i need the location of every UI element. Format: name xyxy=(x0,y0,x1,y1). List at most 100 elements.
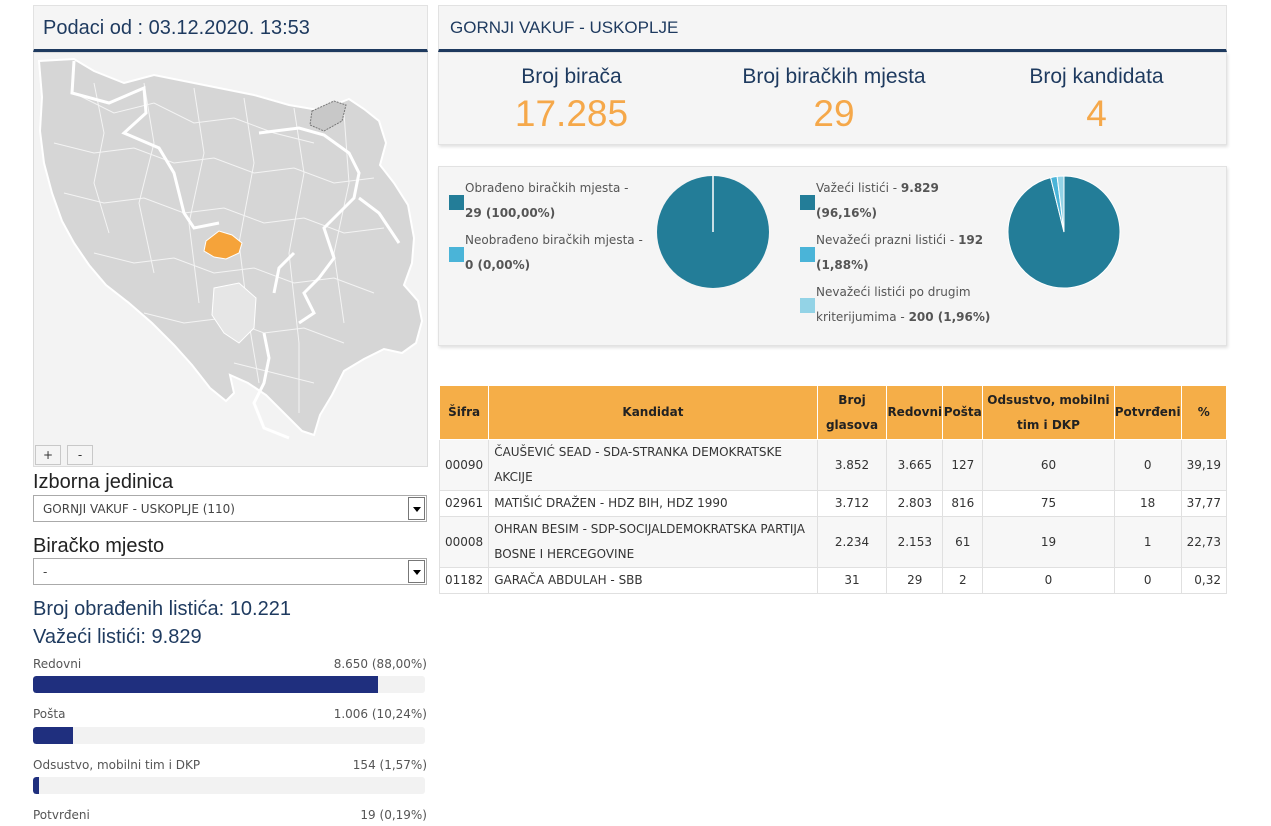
selected-municipality-shape[interactable] xyxy=(203,230,243,260)
summary-value: 29 xyxy=(813,93,855,134)
cell-glasova: 2.234 xyxy=(816,516,888,568)
izborna-jedinica-label: Izborna jedinica xyxy=(33,471,174,493)
legend-percent: (96,16%) xyxy=(816,206,877,220)
legend-value: 200 (1,96%) xyxy=(908,310,991,324)
legend-swatch xyxy=(800,195,815,210)
legend-value: 29 (100,00%) xyxy=(465,206,556,220)
legend-swatch xyxy=(449,247,464,262)
summary-candidates: Broj kandidata 4 xyxy=(1004,65,1189,135)
th-odsustvo[interactable]: Odsustvo, mobilni tim i DKP xyxy=(982,385,1115,440)
region-south-shape xyxy=(211,282,257,344)
bar-name: Odsustvo, mobilni tim i DKP xyxy=(33,758,201,772)
izborna-jedinica-value: GORNJI VAKUF - USKOPLJE (110) xyxy=(43,502,235,516)
candidates-table: Šifra Kandidat Broj glasova Redovni Pošt… xyxy=(438,385,1228,594)
cell-odsustvo: 60 xyxy=(982,439,1115,491)
bar-label-potvrdjeni: Potvrđeni 19 (0,19%) xyxy=(33,808,427,822)
cell-odsustvo: 75 xyxy=(982,490,1115,517)
legend-value: 192 xyxy=(958,233,984,247)
legend-swatch xyxy=(449,195,464,210)
th-sifra[interactable]: Šifra xyxy=(438,385,490,440)
zoom-in-button[interactable]: + xyxy=(35,445,61,465)
table-row: 01182 GARAČA ABDULAH - SBB 31 29 2 0 0 0… xyxy=(438,567,1228,594)
summary-title: Broj biračkih mjesta xyxy=(742,65,926,88)
bar-posta xyxy=(33,727,425,744)
cell-sifra: 00008 xyxy=(438,516,490,568)
cell-redovni: 2.803 xyxy=(886,490,944,517)
th-posta[interactable]: Pošta xyxy=(942,385,984,440)
biracko-mjesto-select[interactable]: - xyxy=(33,558,427,585)
th-percent[interactable]: % xyxy=(1180,385,1228,440)
legend-invalid-other: Nevažeći listići po drugim kriterijumima… xyxy=(816,280,1016,330)
legend-text: Neobrađeno biračkih mjesta - xyxy=(465,233,643,247)
cell-redovni: 2.153 xyxy=(886,516,944,568)
cell-posta: 816 xyxy=(942,490,984,517)
cell-glasova: 3.712 xyxy=(816,490,888,517)
bar-value: 1.006 (10,24%) xyxy=(333,707,427,721)
cell-odsustvo: 0 xyxy=(982,567,1115,594)
bar-fill-odsustvo xyxy=(33,777,40,794)
legend-text-2: kriterijumima - xyxy=(816,310,905,324)
bar-value: 154 (1,57%) xyxy=(352,758,427,772)
cell-potvrdjeni: 0 xyxy=(1113,567,1182,594)
bar-odsustvo xyxy=(33,777,425,794)
legend-processed: Obrađeno biračkih mjesta - 29 (100,00%) xyxy=(465,176,655,226)
dropdown-arrow-icon[interactable] xyxy=(408,497,425,520)
bar-value: 19 (0,19%) xyxy=(360,808,427,822)
legend-valid: Važeći listići - 9.829 (96,16%) xyxy=(816,176,1016,226)
summary-value: 17.285 xyxy=(514,93,629,134)
bar-fill-redovni xyxy=(33,676,378,693)
th-redovni[interactable]: Redovni xyxy=(886,385,944,440)
legend-percent: (1,88%) xyxy=(816,258,869,272)
cell-kandidat: MATIŠIĆ DRAŽEN - HDZ BIH, HDZ 1990 xyxy=(488,490,818,517)
brcko-district-shape xyxy=(309,100,347,132)
bar-label-redovni: Redovni 8.650 (88,00%) xyxy=(33,657,427,671)
cell-sifra: 01182 xyxy=(438,567,490,594)
legend-text: Obrađeno biračkih mjesta - xyxy=(465,181,629,195)
pie-charts-panel: Obrađeno biračkih mjesta - 29 (100,00%) … xyxy=(438,166,1227,346)
pie2-slice-2 xyxy=(1056,175,1065,233)
dropdown-arrow-icon[interactable] xyxy=(408,560,425,583)
summary-voters: Broj birača 17.285 xyxy=(469,65,674,135)
cell-kandidat: OHRAN BESIM - SDP-SOCIJALDEMOKRATSKA PAR… xyxy=(488,516,818,568)
biracko-mjesto-value: - xyxy=(43,565,48,579)
legend-invalid-blank: Nevažeći prazni listići - 192 (1,88%) xyxy=(816,228,1016,278)
bar-value: 8.650 (88,00%) xyxy=(333,657,427,671)
cell-glasova: 3.852 xyxy=(816,439,888,491)
izborna-jedinica-select[interactable]: GORNJI VAKUF - USKOPLJE (110) xyxy=(33,495,427,522)
summary-polling-stations: Broj biračkih mjesta 29 xyxy=(724,65,944,135)
cell-potvrdjeni: 1 xyxy=(1113,516,1182,568)
cell-kandidat: GARAČA ABDULAH - SBB xyxy=(488,567,818,594)
cell-potvrdjeni: 18 xyxy=(1113,490,1182,517)
th-kandidat[interactable]: Kandidat xyxy=(488,385,818,440)
bar-name: Redovni xyxy=(33,657,82,671)
municipality-map[interactable] xyxy=(33,52,428,467)
table-row: 00008 OHRAN BESIM - SDP-SOCIJALDEMOKRATS… xyxy=(438,516,1228,568)
cell-glasova: 31 xyxy=(816,567,888,594)
th-glasova[interactable]: Broj glasova xyxy=(816,385,888,440)
cell-percent: 0,32 xyxy=(1180,567,1228,594)
table-row: 00090 ČAUŠEVIĆ SEAD - SDA-STRANKA DEMOKR… xyxy=(438,439,1228,491)
cell-percent: 39,19 xyxy=(1180,439,1228,491)
data-timestamp: Podaci od : 03.12.2020. 13:53 xyxy=(43,17,310,39)
legend-swatch xyxy=(800,298,815,313)
bar-fill-posta xyxy=(33,727,74,744)
table-header-row: Šifra Kandidat Broj glasova Redovni Pošt… xyxy=(438,385,1228,440)
zoom-out-button[interactable]: - xyxy=(67,445,93,465)
municipality-borders xyxy=(53,82,385,413)
th-potvrdjeni[interactable]: Potvrđeni xyxy=(1113,385,1182,440)
map-svg[interactable] xyxy=(34,53,427,466)
bar-label-odsustvo: Odsustvo, mobilni tim i DKP 154 (1,57%) xyxy=(33,758,427,772)
cell-percent: 37,77 xyxy=(1180,490,1228,517)
biracko-mjesto-label: Biračko mjesto xyxy=(33,535,165,557)
summary-title: Broj kandidata xyxy=(1029,65,1164,88)
cell-redovni: 29 xyxy=(886,567,944,594)
cell-posta: 61 xyxy=(942,516,984,568)
bar-redovni xyxy=(33,676,425,693)
cell-posta: 2 xyxy=(942,567,984,594)
bar-label-posta: Pošta 1.006 (10,24%) xyxy=(33,707,427,721)
municipality-header: GORNJI VAKUF - USKOPLJE xyxy=(438,5,1227,52)
bar-name: Pošta xyxy=(33,707,66,721)
processed-ballots: Broj obrađenih listića: 10.221 xyxy=(33,598,291,620)
data-timestamp-header: Podaci od : 03.12.2020. 13:53 xyxy=(33,5,428,52)
cell-sifra: 00090 xyxy=(438,439,490,491)
